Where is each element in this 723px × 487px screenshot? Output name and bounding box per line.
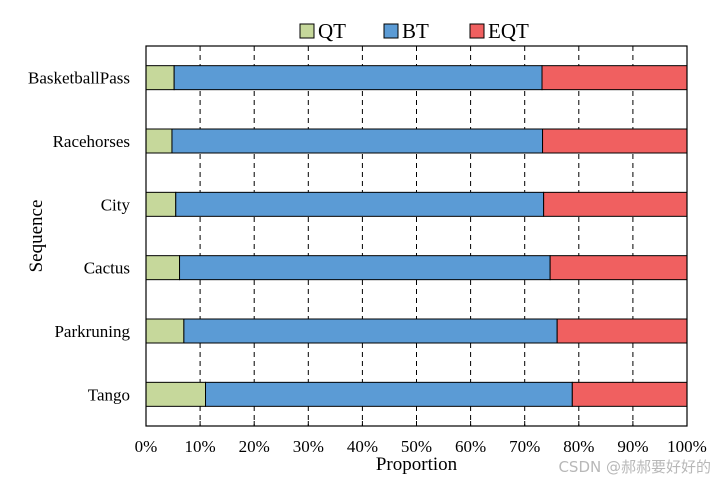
x-tick-label: 60% bbox=[455, 437, 486, 456]
x-tick-labels: 0% 10% 20% 30% 40% 50% 60% 70% 80% 90% 100% bbox=[135, 421, 707, 456]
bar-qt bbox=[145, 65, 175, 91]
legend: QT BT EQT bbox=[299, 19, 529, 43]
y-tick-label: Tango bbox=[88, 385, 130, 404]
x-tick-label: 30% bbox=[293, 437, 324, 456]
y-tick-label: City bbox=[101, 195, 131, 214]
bar-qt bbox=[145, 191, 177, 217]
x-tick-label: 40% bbox=[347, 437, 378, 456]
legend-swatch bbox=[383, 23, 399, 39]
legend-swatch bbox=[469, 23, 485, 39]
bar-eqt bbox=[542, 128, 688, 154]
y-tick-label: Racehorses bbox=[53, 132, 130, 151]
bar-qt bbox=[145, 255, 181, 281]
y-tick-label: Parkruning bbox=[54, 322, 130, 341]
bar-bt bbox=[179, 255, 551, 281]
bars bbox=[145, 65, 688, 407]
watermark: CSDN @郝郝要好好的 bbox=[558, 458, 711, 476]
y-tick-label: BasketballPass bbox=[28, 69, 130, 88]
x-tick-label: 10% bbox=[185, 437, 216, 456]
x-tick-label: 90% bbox=[617, 437, 648, 456]
y-tick-labels: BasketballPass Racehorses City Cactus Parkru… bbox=[28, 69, 130, 405]
bar-bt bbox=[205, 381, 573, 407]
legend-swatch bbox=[299, 23, 315, 39]
x-tick-label: 80% bbox=[563, 437, 594, 456]
bar-bt bbox=[173, 65, 543, 91]
bar-qt bbox=[145, 381, 207, 407]
x-tick-label: 70% bbox=[509, 437, 540, 456]
legend-label: QT bbox=[318, 19, 346, 43]
bar-bt bbox=[183, 318, 558, 344]
y-tick-label: Cactus bbox=[84, 259, 130, 278]
bar-eqt bbox=[543, 191, 688, 217]
x-tick-label: 100% bbox=[667, 437, 707, 456]
legend-label: EQT bbox=[488, 19, 529, 43]
bar-qt bbox=[145, 318, 185, 344]
bar-eqt bbox=[556, 318, 688, 344]
bar-qt bbox=[145, 128, 173, 154]
legend-label: BT bbox=[402, 19, 429, 43]
x-tick-label: 20% bbox=[239, 437, 270, 456]
x-tick-label: 50% bbox=[401, 437, 432, 456]
bar-eqt bbox=[571, 381, 688, 407]
x-tick-label: 0% bbox=[135, 437, 158, 456]
bar-bt bbox=[175, 191, 545, 217]
bar-bt bbox=[171, 128, 544, 154]
y-axis-label: Sequence bbox=[26, 200, 47, 273]
grid-lines bbox=[199, 46, 634, 426]
x-axis-label: Proportion bbox=[376, 454, 458, 475]
bar-eqt bbox=[541, 65, 688, 91]
bar-eqt bbox=[549, 255, 688, 281]
